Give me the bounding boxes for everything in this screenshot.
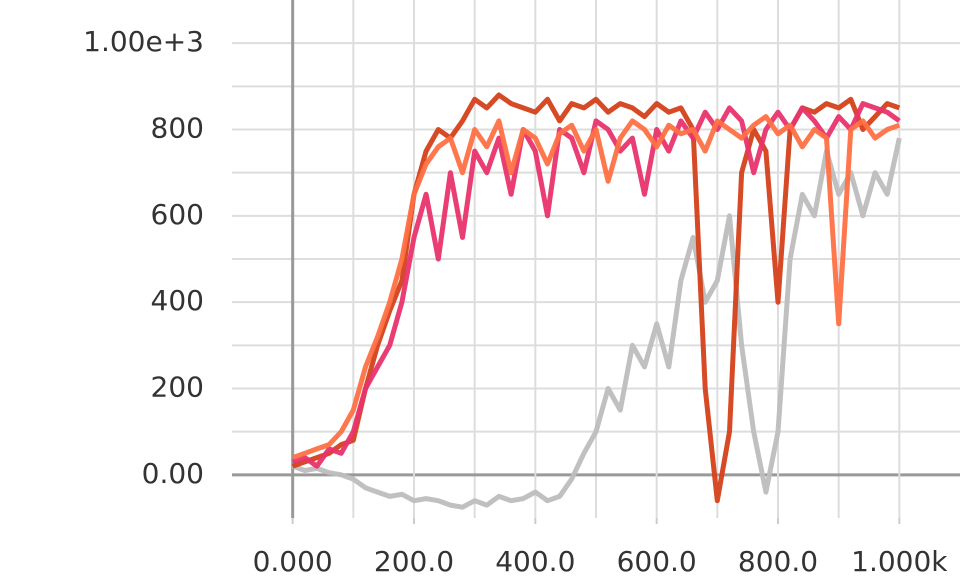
y-tick-label: 600 xyxy=(151,198,204,231)
y-tick-label: 1.00e+3 xyxy=(83,25,204,58)
x-tick-label: 1.000k xyxy=(851,545,948,578)
y-tick-label: 400 xyxy=(151,284,204,317)
series-line xyxy=(291,101,901,469)
y-tick-label: 800 xyxy=(151,112,204,145)
x-tick-label: 800.0 xyxy=(738,545,818,578)
series-line xyxy=(291,137,902,510)
x-tick-label: 0.000 xyxy=(253,545,333,578)
series-line xyxy=(291,114,901,460)
x-tick-label: 400.0 xyxy=(495,545,575,578)
x-tick-label: 600.0 xyxy=(617,545,697,578)
y-tick-label: 0.00 xyxy=(142,457,204,490)
y-tick-label: 200 xyxy=(151,371,204,404)
x-tick-label: 200.0 xyxy=(374,545,454,578)
